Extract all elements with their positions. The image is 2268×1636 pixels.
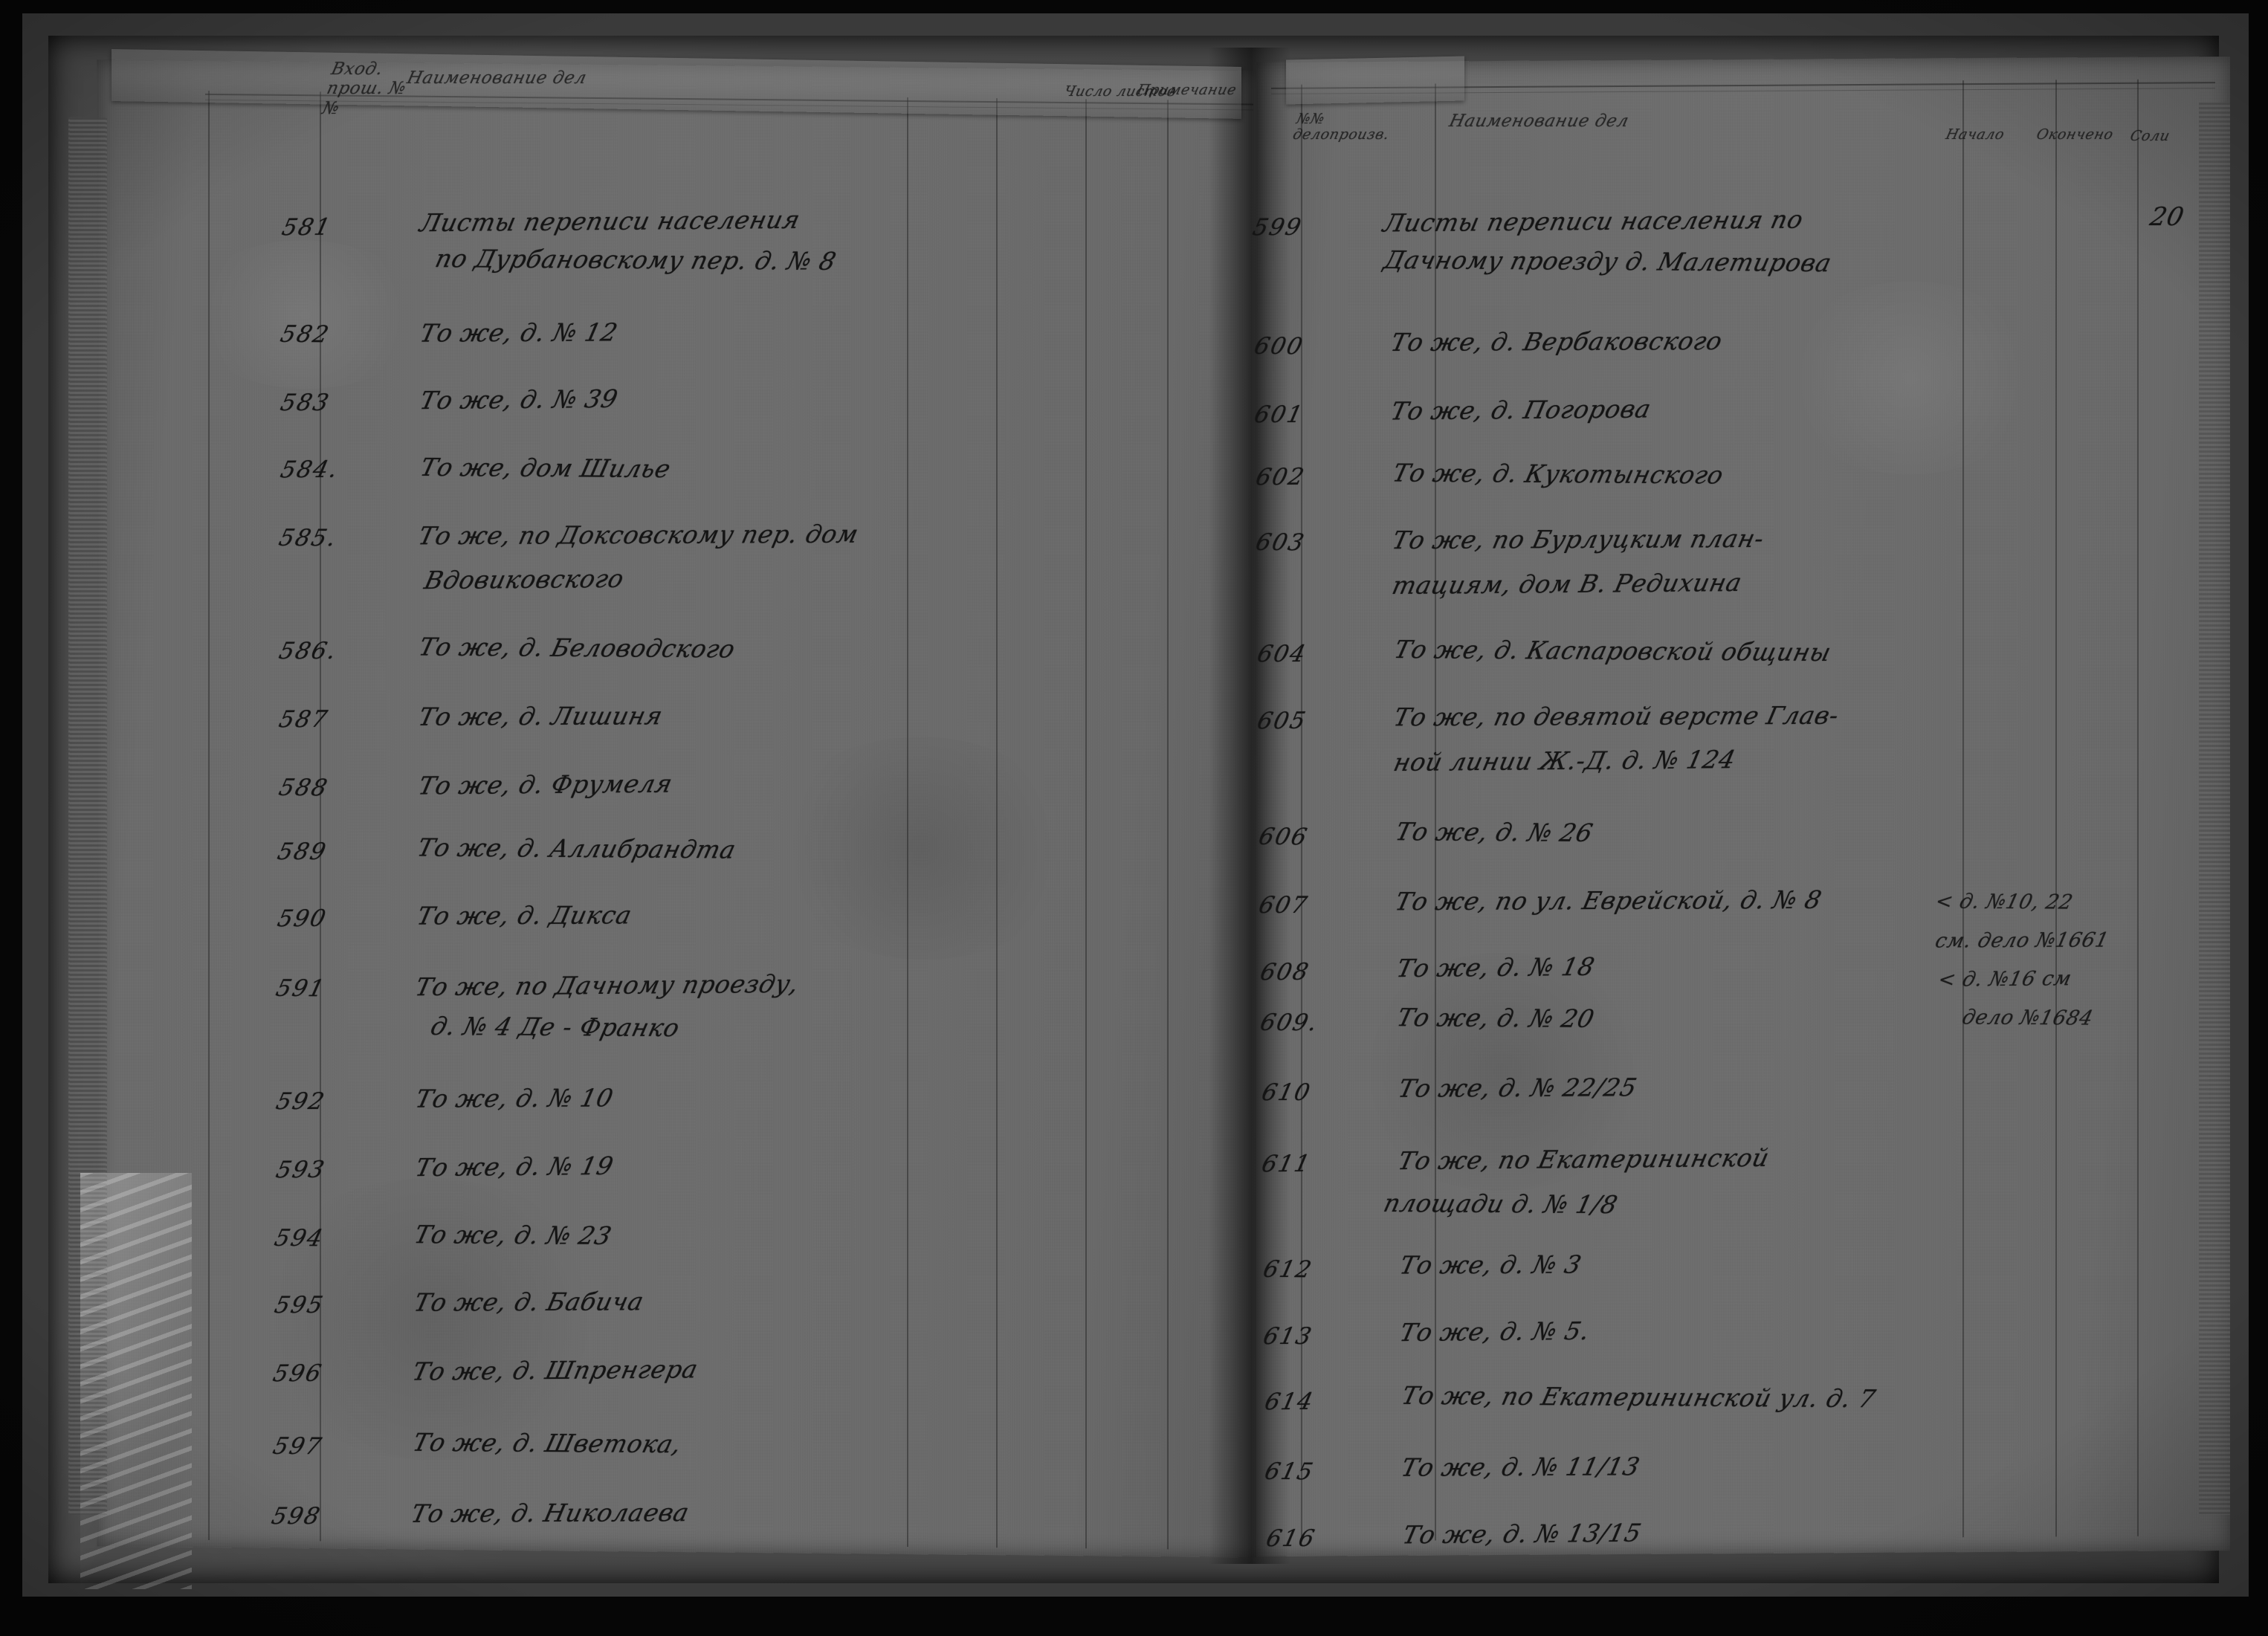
right-header-number: №№ делопроизв. [1291, 111, 1392, 143]
left-row-number: 595 [271, 1291, 327, 1319]
left-row-text: То же, д. Фрумеля [416, 769, 676, 801]
right-row-text-cont: ной линии Ж.-Д. д. № 124 [1391, 745, 1739, 777]
left-row-number: 593 [273, 1156, 329, 1184]
right-row-number: 609. [1257, 1009, 1322, 1037]
right-row-text: То же, по Екатерининской [1395, 1142, 1772, 1176]
right-row-text: То же, д. № 13/15 [1400, 1518, 1644, 1550]
left-row-number: 584. [277, 456, 342, 484]
left-row-number: 590 [274, 905, 330, 933]
right-header-title: Наименование дел [1447, 111, 1631, 131]
left-row-text: То же, д. Шветока, [410, 1427, 685, 1459]
left-row-number: 585. [276, 524, 340, 552]
left-row-text-cont: д. № 4 Де - Франко [427, 1011, 683, 1043]
left-row-text: То же, по Доксовскому пер. дом [416, 519, 862, 551]
left-row-number: 586. [276, 637, 340, 665]
left-row-text: То же, по Дачному проезду, [413, 969, 802, 1002]
left-row-number: 598 [268, 1502, 324, 1530]
right-row-number: 611 [1259, 1150, 1314, 1178]
left-row-number: 589 [274, 838, 330, 866]
left-row-number: 592 [273, 1087, 329, 1116]
right-row-number: 605 [1254, 707, 1310, 735]
right-row-text: То же, д. Кукотынского [1389, 458, 1727, 490]
left-row-number: 581 [279, 213, 335, 242]
right-row-text: То же, по Бурлуцким план- [1389, 523, 1768, 555]
left-row-text: То же, д. Аллибрандта [414, 832, 740, 864]
right-row-number: 599 [1250, 213, 1305, 242]
right-row-text: То же, д. № 26 [1392, 817, 1596, 847]
right-row-number: 615 [1261, 1458, 1317, 1486]
right-row-number: 602 [1253, 463, 1308, 491]
left-row-text: То же, д. № 10 [413, 1083, 616, 1113]
left-row-text-cont: по Дурбановскому пер. д. № 8 [432, 244, 839, 276]
right-row-number: 614 [1261, 1388, 1317, 1416]
right-row-text: То же, д. Вербаковского [1388, 326, 1725, 357]
left-header-number: Вход. прош. №№ [320, 59, 408, 118]
right-row-text: То же, по ул. Еврейской, д. № 8 [1392, 885, 1825, 916]
right-row-text: То же, д. № 5. [1397, 1316, 1593, 1348]
left-row-text: То же, д. № 12 [417, 317, 621, 348]
right-row-number: 616 [1263, 1525, 1319, 1553]
right-row-number: 604 [1254, 640, 1310, 668]
right-row-text: То же, д. № 22/25 [1395, 1073, 1640, 1103]
right-row-number: 610 [1259, 1079, 1314, 1107]
right-row-text: То же, по Екатерининской ул. д. 7 [1398, 1380, 1879, 1414]
left-row-number: 582 [277, 320, 333, 349]
right-header-end: Окончено [2035, 126, 2116, 143]
right-row-text: То же, по девятой версте Глав- [1391, 700, 1842, 732]
right-row-number: 607 [1256, 891, 1311, 919]
right-row-text: То же, д. Погорова [1388, 394, 1654, 426]
left-row-text: То же, д. Шпренгера [410, 1354, 701, 1386]
left-row-number: 594 [271, 1224, 327, 1252]
left-header-title: Наименование дел [404, 68, 589, 88]
left-row-text: То же, д. № 19 [413, 1151, 616, 1183]
left-row-number: 591 [273, 974, 329, 1003]
left-row-text: То же, д. № 23 [411, 1220, 615, 1250]
right-header-start: Начало [1944, 126, 2006, 143]
left-row-text: Листы переписи населения [417, 204, 804, 238]
right-row-text: То же, д. Каспаровской общины [1391, 634, 1835, 667]
margin-note-line: дело №1684 [1960, 1006, 2096, 1030]
right-row-text: То же, д. № 20 [1394, 1003, 1597, 1033]
margin-note-line: см. дело №1661 [1933, 928, 2112, 953]
left-header-notes: Примечание [1135, 82, 1238, 98]
margin-note-line: < д. №10, 22 [1933, 890, 2075, 914]
left-row-number: 597 [270, 1432, 326, 1461]
right-row-number: 612 [1260, 1255, 1316, 1284]
right-row-number: 606 [1256, 823, 1311, 851]
right-row-text: То же, д. № 3 [1397, 1249, 1585, 1280]
right-row-number: 603 [1253, 528, 1308, 557]
right-row-text-cont: Дачному проезду д. Малетирова [1380, 245, 1835, 278]
right-row-number: 613 [1260, 1322, 1316, 1351]
left-row-text: То же, дом Шилье [417, 452, 674, 484]
left-row-text: То же, д. № 39 [417, 384, 621, 416]
right-row-number: 608 [1257, 958, 1313, 986]
right-row-text: Листы переписи населения по [1380, 204, 1806, 238]
left-row-text: То же, д. Николаева [408, 1498, 692, 1528]
right-row-text-cont: площади д. № 1/8 [1380, 1188, 1621, 1220]
left-row-number: 587 [276, 705, 332, 734]
right-row-text: То же, д. № 11/13 [1398, 1452, 1643, 1482]
right-row-text-cont: тациям, дом В. Редихина [1389, 567, 1745, 601]
folio-number: 20 [2147, 202, 2187, 232]
left-row-text: То же, д. Лишиня [416, 701, 666, 731]
left-row-number: 588 [276, 774, 332, 802]
left-row-text: То же, д. Дикса [414, 900, 635, 931]
left-row-number: 596 [270, 1359, 326, 1388]
left-row-text: То же, д. Беловодского [416, 632, 739, 664]
left-row-text: То же, д. Бабича [411, 1287, 647, 1317]
right-header-sheets: Соли [2128, 128, 2172, 144]
right-row-text: То же, д. № 18 [1394, 951, 1597, 983]
margin-note-line: < д. №16 см [1936, 967, 2074, 992]
left-row-number: 583 [277, 389, 333, 417]
left-row-text-cont: Вдовиковского [421, 563, 627, 595]
right-row-number: 600 [1251, 332, 1307, 360]
right-row-number: 601 [1251, 401, 1307, 429]
